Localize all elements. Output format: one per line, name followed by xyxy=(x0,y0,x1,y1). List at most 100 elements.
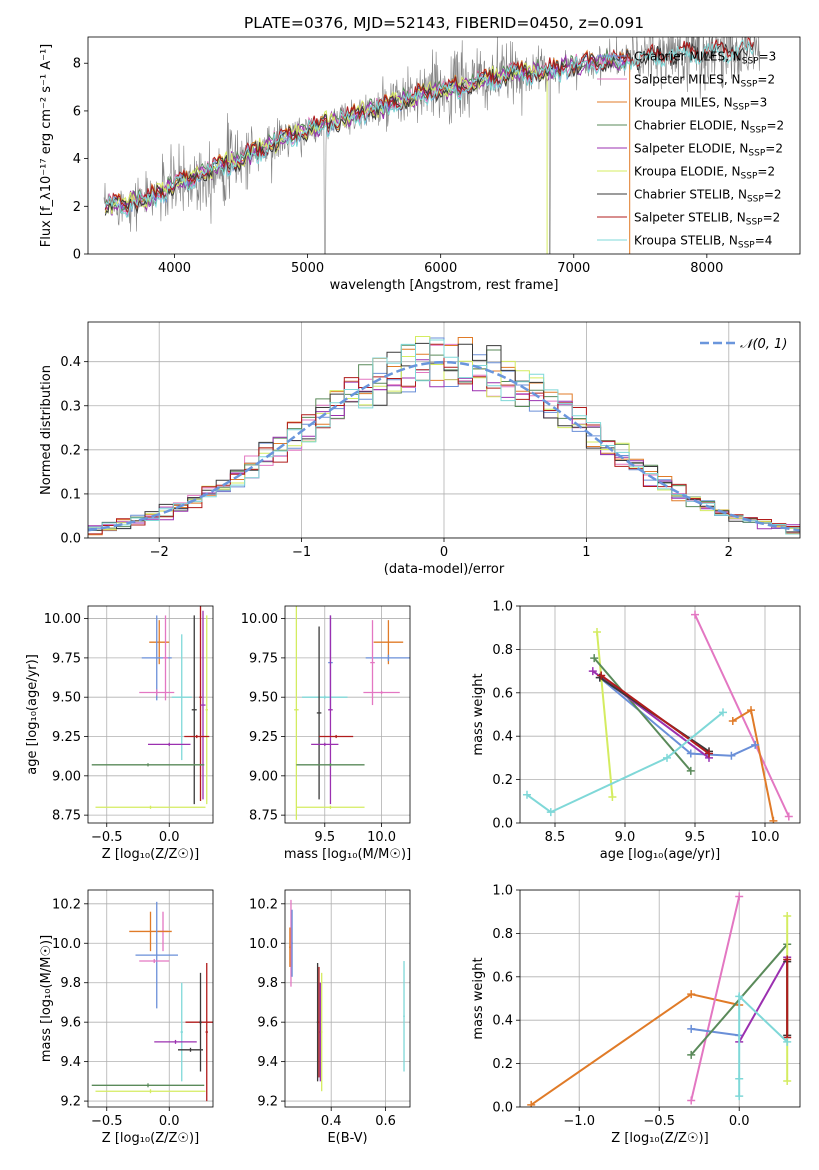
legend-label-main: Kroupa MILES, N xyxy=(634,96,733,110)
y-tick-label: 0.4 xyxy=(492,1014,513,1029)
legend-label-sub: SSP xyxy=(741,172,758,182)
plot-area xyxy=(103,37,761,254)
y-tick-label: 10.0 xyxy=(249,937,278,952)
point-marker xyxy=(687,1050,696,1059)
x-axis-label: (data-model)/error xyxy=(384,562,505,577)
y-tick-label: 9.50 xyxy=(249,691,278,706)
point-marker xyxy=(747,706,755,715)
y-tick-label: 1.0 xyxy=(492,600,513,615)
model-spectrum-kroupa_elodie xyxy=(104,62,548,254)
point-marker xyxy=(527,1100,536,1107)
y-tick-label: 10.00 xyxy=(241,612,278,627)
x-tick-label: 0.0 xyxy=(159,1114,180,1129)
point-marker xyxy=(735,1074,744,1083)
legend-label-sub: SSP xyxy=(733,103,750,113)
point-marker xyxy=(751,740,760,749)
y-tick-label: 1.0 xyxy=(492,884,513,899)
point-marker xyxy=(735,892,744,901)
x-tick-label: −1 xyxy=(292,545,311,560)
x-axis-label: Z [log₁₀(Z/Z☉)] xyxy=(611,1131,708,1146)
legend-label-main: Chabrier STELIB, N xyxy=(634,188,747,202)
legend-label-main: Chabrier ELODIE, N xyxy=(634,119,750,133)
point-marker xyxy=(686,749,695,758)
y-tick-label: 6 xyxy=(73,104,81,119)
point-marker xyxy=(769,816,778,823)
x-axis-label: age [log₁₀(age/yr)] xyxy=(600,847,721,862)
y-tick-label: 9.00 xyxy=(249,769,278,784)
x-tick-label: 5000 xyxy=(291,261,324,276)
x-tick-label: 8000 xyxy=(690,261,723,276)
x-tick-label: −0.5 xyxy=(91,1114,123,1129)
axes-frame xyxy=(284,889,411,1108)
panel-mass-vs-metallicity: −0.5 0.0 9.2 9.4 9.6 9.8 10.0 10.2 Z [log₁₀(Z/Z☉… xyxy=(39,889,214,1146)
legend-label-sub: SSP xyxy=(742,57,759,67)
panel-spectrum: 4000 5000 6000 7000 8000 0 2 4 6 8 wavelength [Ang… xyxy=(39,36,801,293)
y-tick-label: 0.2 xyxy=(492,1057,513,1072)
legend-label-suffix: =2 xyxy=(763,211,781,225)
panel-age-vs-mass: 9.5 10.0 8.75 9.00 9.25 9.50 9.75 10.00 mass [lo… xyxy=(241,605,411,862)
point-marker xyxy=(597,671,606,680)
plot-area xyxy=(88,890,213,1107)
legend-label: Chabrier MILES, NSSP=3 xyxy=(634,50,776,67)
legend-label-sub: SSP xyxy=(738,241,755,251)
point-marker xyxy=(546,808,555,817)
legend-label: Kroupa STELIB, NSSP=4 xyxy=(634,234,772,251)
point-marker xyxy=(686,766,695,775)
y-tick-label: 0.0 xyxy=(492,817,513,832)
y-tick-label: 4 xyxy=(73,152,81,167)
panel-residuals: −2 −1 0 1 2 0.0 0.1 0.2 0.3 0.4 (data-model)/error… xyxy=(39,321,801,577)
y-tick-label: 9.25 xyxy=(249,730,278,745)
y-tick-label: 0.6 xyxy=(492,686,513,701)
y-tick-label: 10.00 xyxy=(44,612,81,627)
point-marker xyxy=(727,751,736,760)
legend-label-main: Kroupa ELODIE, N xyxy=(634,165,741,179)
model-spectrum-kroupa_stelib xyxy=(104,39,754,218)
y-tick-label: 9.2 xyxy=(60,1095,81,1110)
plot-area xyxy=(285,606,410,823)
legend-label-suffix: =2 xyxy=(757,165,775,179)
point-marker xyxy=(687,1024,696,1033)
x-tick-label: 0.0 xyxy=(159,830,180,845)
x-tick-label: 8.5 xyxy=(545,830,566,845)
point-marker xyxy=(608,792,617,801)
panel-mass-vs-extinction: 0.4 0.6 9.2 9.4 9.6 9.8 10.0 10.2 E(B-V) xyxy=(249,889,411,1146)
legend-label-sub: SSP xyxy=(746,218,763,228)
y-tick-label: 9.6 xyxy=(60,1016,81,1031)
y-tick-label: 0 xyxy=(73,248,81,263)
legend-label-suffix: =4 xyxy=(755,234,773,248)
legend-label-suffix: =2 xyxy=(764,188,782,202)
series-line-salpeter_elodie xyxy=(738,956,789,1043)
point-marker xyxy=(784,812,793,821)
legend-label-suffix: =2 xyxy=(766,119,784,133)
x-tick-label: −0.5 xyxy=(91,830,123,845)
series-line-kroupa_stelib xyxy=(526,711,724,814)
x-tick-label: 10.0 xyxy=(367,830,396,845)
panel-mass-weight-vs-metallicity: −1.0 −0.5 0.0 0.0 0.2 0.4 0.6 0.8 1.0 Z [log₁₀(Z/… xyxy=(471,884,801,1146)
y-tick-label: 9.25 xyxy=(52,730,81,745)
plot-area xyxy=(520,606,800,823)
point-marker xyxy=(588,667,597,676)
y-tick-label: 0.6 xyxy=(492,970,513,985)
figure-title: PLATE=0376, MJD=52143, FIBERID=0450, z=0… xyxy=(244,14,644,32)
y-tick-label: 9.75 xyxy=(249,651,278,666)
series-line-salpeter_stelib xyxy=(600,674,710,755)
axes-frame xyxy=(87,321,801,539)
legend-label-suffix: =3 xyxy=(750,96,768,110)
series-line-kroupa_elodie xyxy=(596,631,614,798)
point-marker xyxy=(705,749,713,758)
x-tick-label: 2 xyxy=(725,545,733,560)
legend-label-main: Kroupa STELIB, N xyxy=(634,234,738,248)
y-tick-label: 9.00 xyxy=(52,769,81,784)
point-marker xyxy=(687,990,696,999)
legend-label-main: Salpeter MILES, N xyxy=(634,73,741,87)
axes-frame xyxy=(87,36,801,255)
y-tick-label: 9.8 xyxy=(257,976,278,991)
legend-label-main: Chabrier MILES, N xyxy=(634,50,742,64)
plot-area xyxy=(285,890,410,1107)
y-tick-label: 9.4 xyxy=(60,1055,81,1070)
x-axis-label: wavelength [Angstrom, rest frame] xyxy=(330,278,559,293)
point-marker xyxy=(691,610,699,619)
y-tick-label: 0.1 xyxy=(60,487,81,502)
axes-frame xyxy=(87,605,214,824)
